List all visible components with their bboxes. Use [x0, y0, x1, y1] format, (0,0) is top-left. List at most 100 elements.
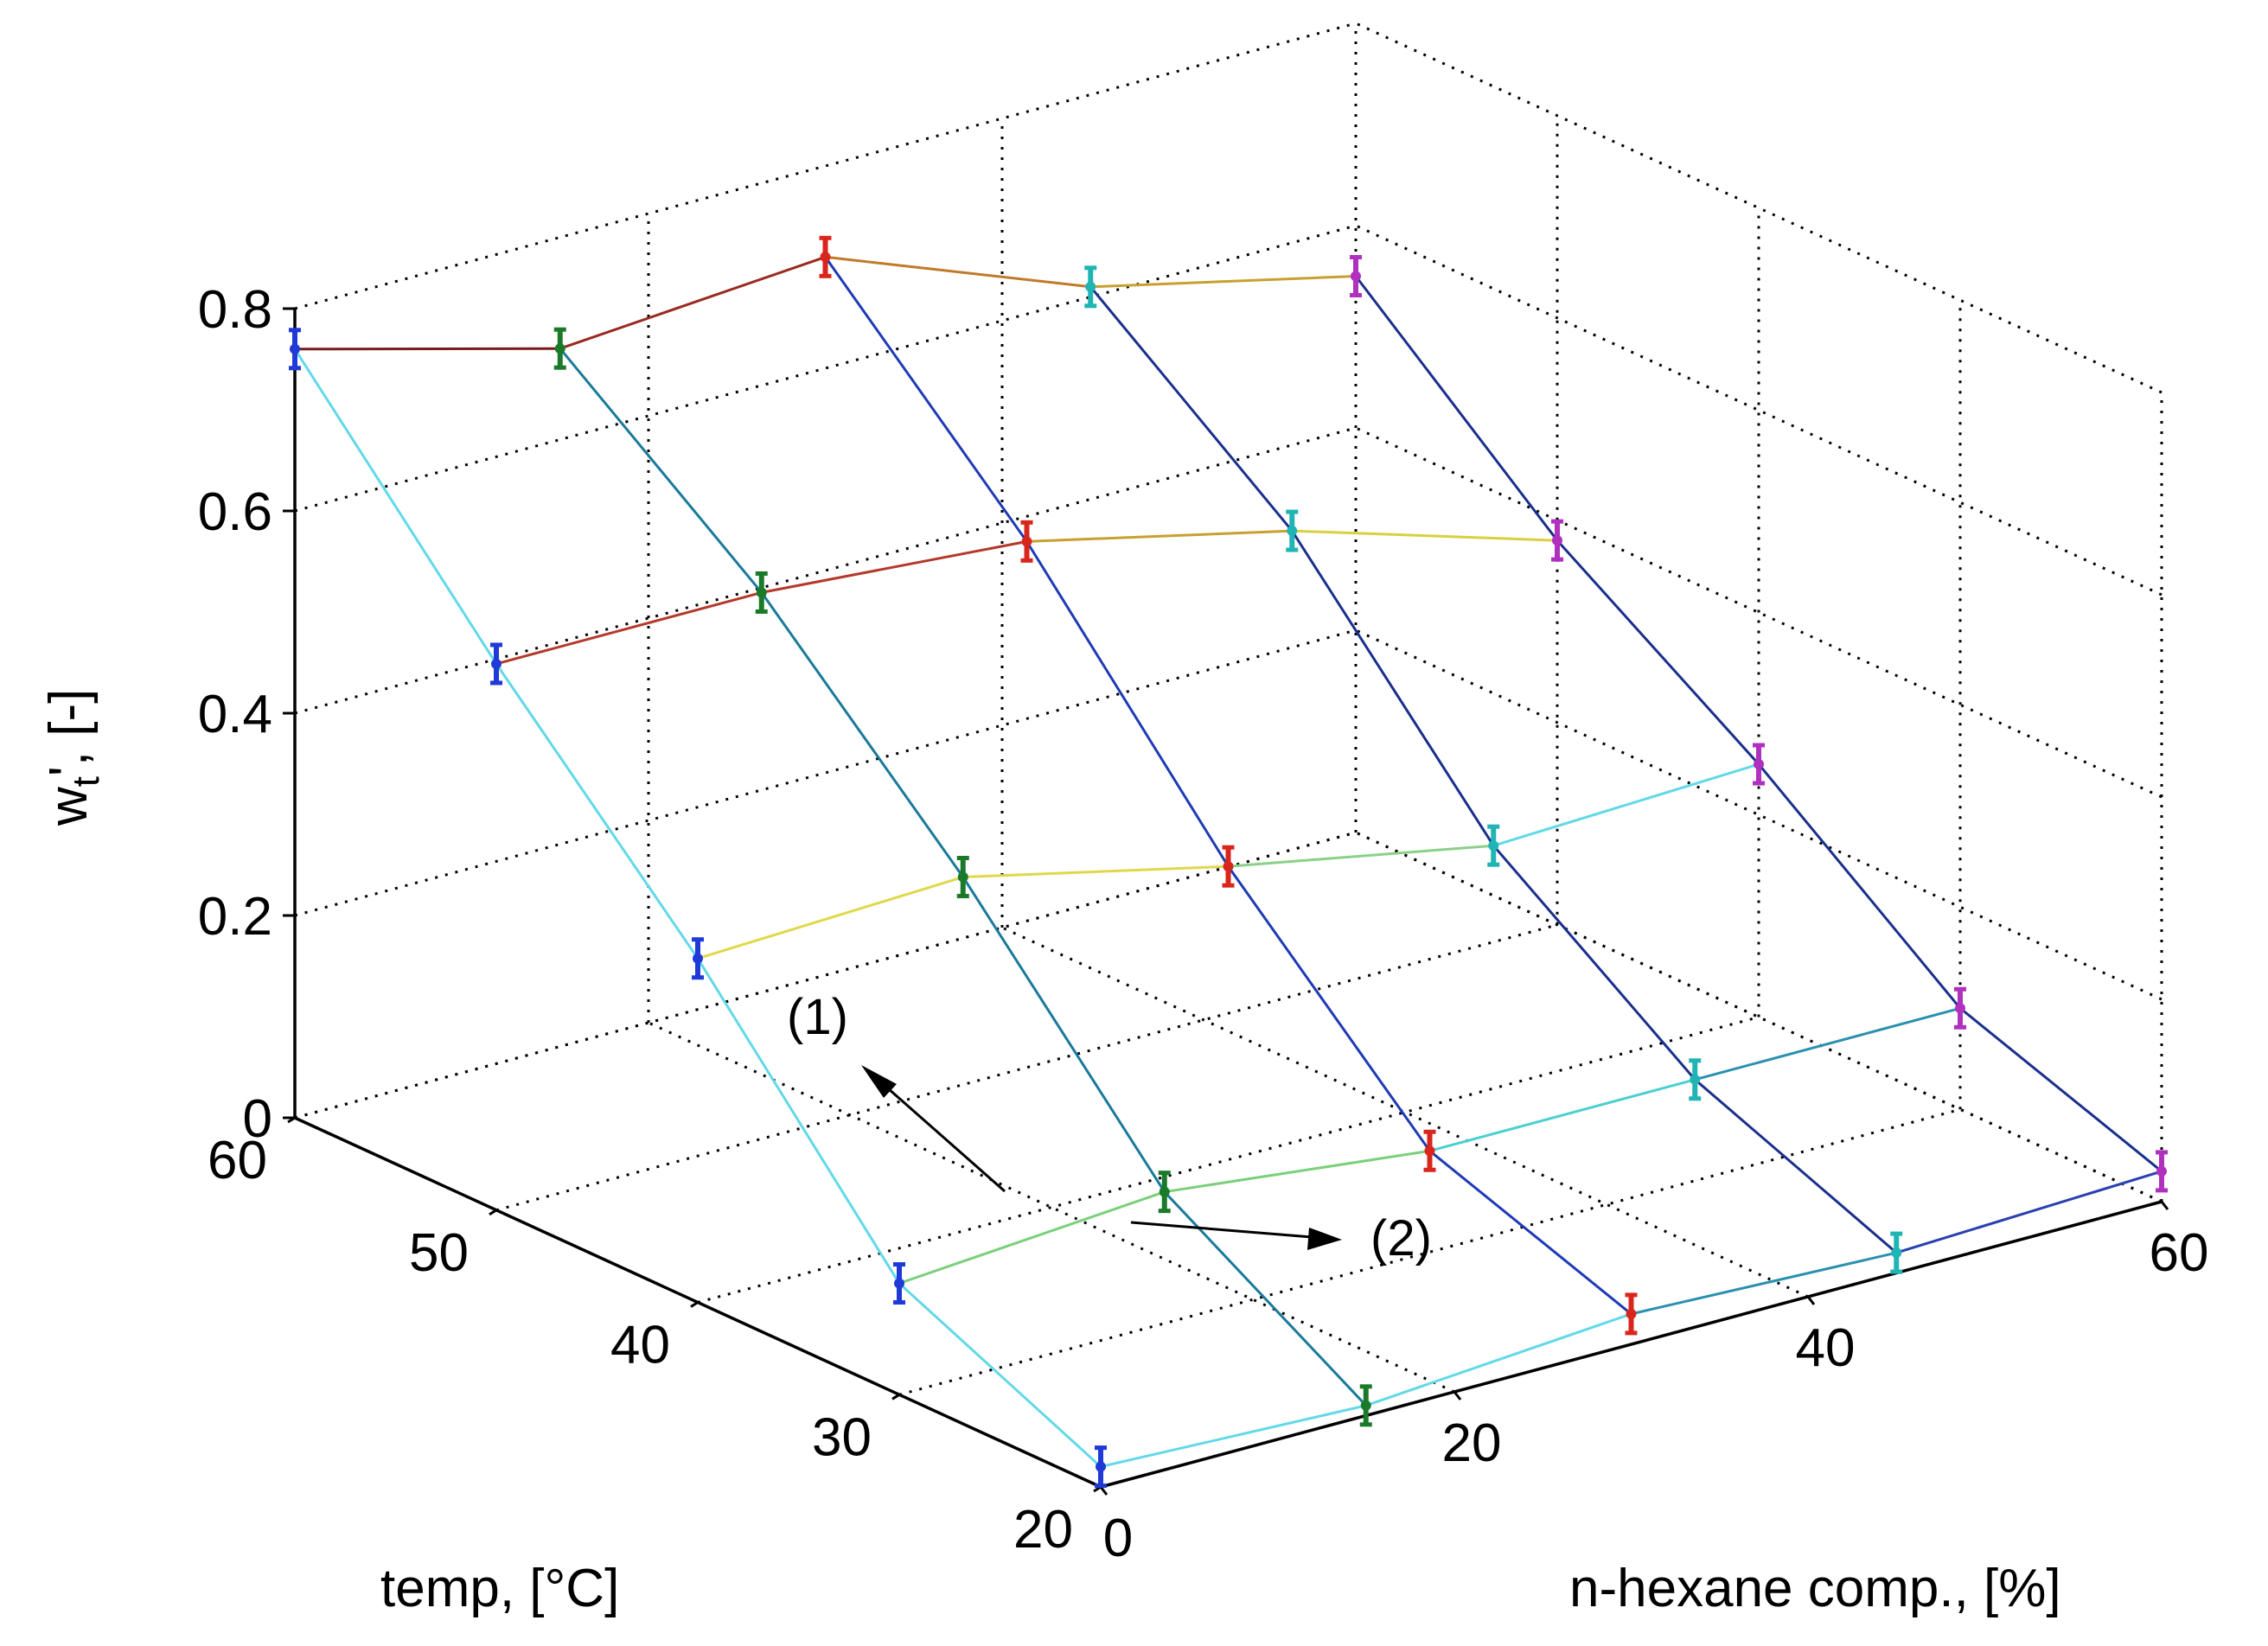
series-line-temp-0-seg-3: [1090, 275, 1357, 289]
data-point-marker: [1085, 281, 1096, 292]
data-point-marker: [1021, 536, 1032, 547]
annotation-2: (2): [1130, 1210, 1432, 1266]
z-tick-label-1: 0.2: [198, 887, 272, 947]
data-point-c1-t2: [956, 856, 969, 898]
series-line-temp-1-seg-3: [1292, 529, 1558, 542]
data-point-c1-t3: [1158, 1171, 1171, 1214]
series-line-comp-3-seg-1: [1291, 530, 1495, 847]
data-point-c1-t1: [755, 571, 768, 614]
grid-floor-t-2: [697, 1016, 1760, 1304]
data-point-marker: [290, 343, 300, 354]
x-tick-label-2: 40: [1796, 1318, 1856, 1378]
series-line-comp-0-seg-0: [293, 348, 498, 665]
x-axis-title: n-hexane comp., [%]: [1569, 1559, 2061, 1618]
series-line-comp-4-seg-2: [1757, 763, 1962, 1010]
series-line-temp-2-seg-1: [962, 864, 1229, 878]
data-point-marker: [1360, 1400, 1371, 1411]
data-point-marker: [1223, 861, 1234, 872]
data-point-c4-t1: [1551, 519, 1563, 562]
data-point-marker: [1754, 759, 1764, 769]
z-tick-label-0: 0: [243, 1089, 272, 1149]
data-point-c3-t3: [1689, 1058, 1702, 1101]
series-line-temp-3-seg-1: [1164, 1149, 1430, 1194]
x-axis-line: [1100, 1200, 2163, 1489]
data-point-marker: [554, 343, 565, 354]
series-line-comp-3-seg-2: [1492, 845, 1696, 1081]
series-line-comp-3-seg-0: [1089, 285, 1294, 533]
x-tick-label-1: 20: [1442, 1413, 1502, 1473]
series-line-temp-4-seg-3: [1895, 1170, 2163, 1254]
series-line-comp-1-seg-0: [559, 348, 763, 594]
data-point-c2-t0: [819, 235, 832, 278]
grid-floor-x-3: [1355, 831, 2163, 1203]
data-point-marker: [894, 1278, 904, 1289]
y-tick-label-1: 30: [812, 1407, 872, 1467]
series-line-comp-2-seg-2: [1227, 865, 1431, 1152]
data-point-marker: [1287, 526, 1298, 537]
data-markers: [289, 235, 2168, 1489]
data-point-c2-t1: [1020, 520, 1033, 563]
z-tick-label-4: 0.8: [198, 280, 272, 340]
series-line-temp-0-seg-1: [559, 255, 826, 350]
series-line-comp-1-seg-1: [760, 591, 965, 878]
series-line-comp-2-seg-1: [1025, 540, 1230, 867]
data-point-marker: [820, 252, 831, 263]
grid-floor-x-1: [648, 1021, 1455, 1394]
grid-back-h-3: [294, 224, 1357, 513]
grid-back-h-2: [294, 426, 1357, 715]
z-tick-label-3: 0.6: [198, 482, 272, 542]
series-line-comp-0-seg-2: [696, 957, 901, 1285]
data-point-marker: [1690, 1074, 1701, 1085]
data-point-marker: [1351, 271, 1361, 282]
x-tick-label-3: 60: [2150, 1223, 2209, 1283]
y-tick-label-2: 40: [610, 1316, 670, 1375]
x-tick-mark-0: [1099, 1486, 1108, 1496]
series-line-temp-4-seg-0: [1100, 1404, 1367, 1469]
series-line-temp-4-seg-2: [1631, 1251, 1897, 1316]
data-point-c0-t1: [490, 642, 502, 686]
grid-side-h-1: [1355, 628, 2163, 1001]
grid-floor-t-4: [294, 831, 1357, 1120]
y-tick-label-0: 20: [1013, 1500, 1073, 1560]
data-point-c0-t2: [692, 937, 704, 980]
data-point-marker: [1626, 1308, 1637, 1319]
x-tick-label-0: 0: [1103, 1509, 1133, 1568]
data-point-c2-t4: [1625, 1292, 1638, 1336]
series-line-comp-4-seg-1: [1556, 539, 1760, 766]
grid-floor-t-3: [495, 923, 1558, 1212]
data-point-c1-t0: [553, 327, 566, 370]
series-line-comp-4-seg-3: [1959, 1007, 2163, 1173]
z-tick-label-2: 0.4: [198, 685, 272, 744]
series-line-temp-3-seg-2: [1429, 1078, 1696, 1152]
y-tick-label-4: 60: [208, 1131, 267, 1190]
data-point-c2-t3: [1423, 1129, 1436, 1172]
y-axis-title: temp, [°C]: [380, 1559, 619, 1618]
z-axis-title: wt', [-]: [39, 689, 107, 826]
data-point-c4-t0: [1350, 255, 1362, 297]
data-point-marker: [1096, 1461, 1106, 1472]
series-line-temp-1-seg-0: [495, 590, 763, 666]
data-point-marker: [756, 587, 767, 598]
data-point-marker: [1955, 1003, 1965, 1014]
data-point-c3-t0: [1084, 265, 1097, 309]
data-point-c3-t2: [1487, 824, 1500, 867]
data-point-marker: [1159, 1186, 1170, 1197]
data-point-c4-t3: [1954, 986, 1966, 1030]
grid-side-h-4: [1355, 22, 2163, 394]
x-tick-mark-2: [1806, 1296, 1816, 1305]
data-point-marker: [2156, 1165, 2167, 1177]
series-line-comp-0-seg-1: [495, 663, 700, 960]
data-point-marker: [693, 953, 703, 964]
series-line-temp-3-seg-3: [1694, 1006, 1961, 1081]
data-point-c3-t4: [1890, 1231, 1903, 1274]
svg-text:wt', [-]: wt', [-]: [39, 689, 107, 826]
annotation-1-arrowhead: [861, 1065, 897, 1098]
data-point-c0-t3: [893, 1262, 905, 1305]
data-point-c2-t2: [1222, 845, 1235, 888]
data-point-c4-t2: [1753, 743, 1765, 786]
y-tick-mark-1: [891, 1394, 900, 1400]
x-tick-mark-3: [2160, 1201, 2169, 1210]
